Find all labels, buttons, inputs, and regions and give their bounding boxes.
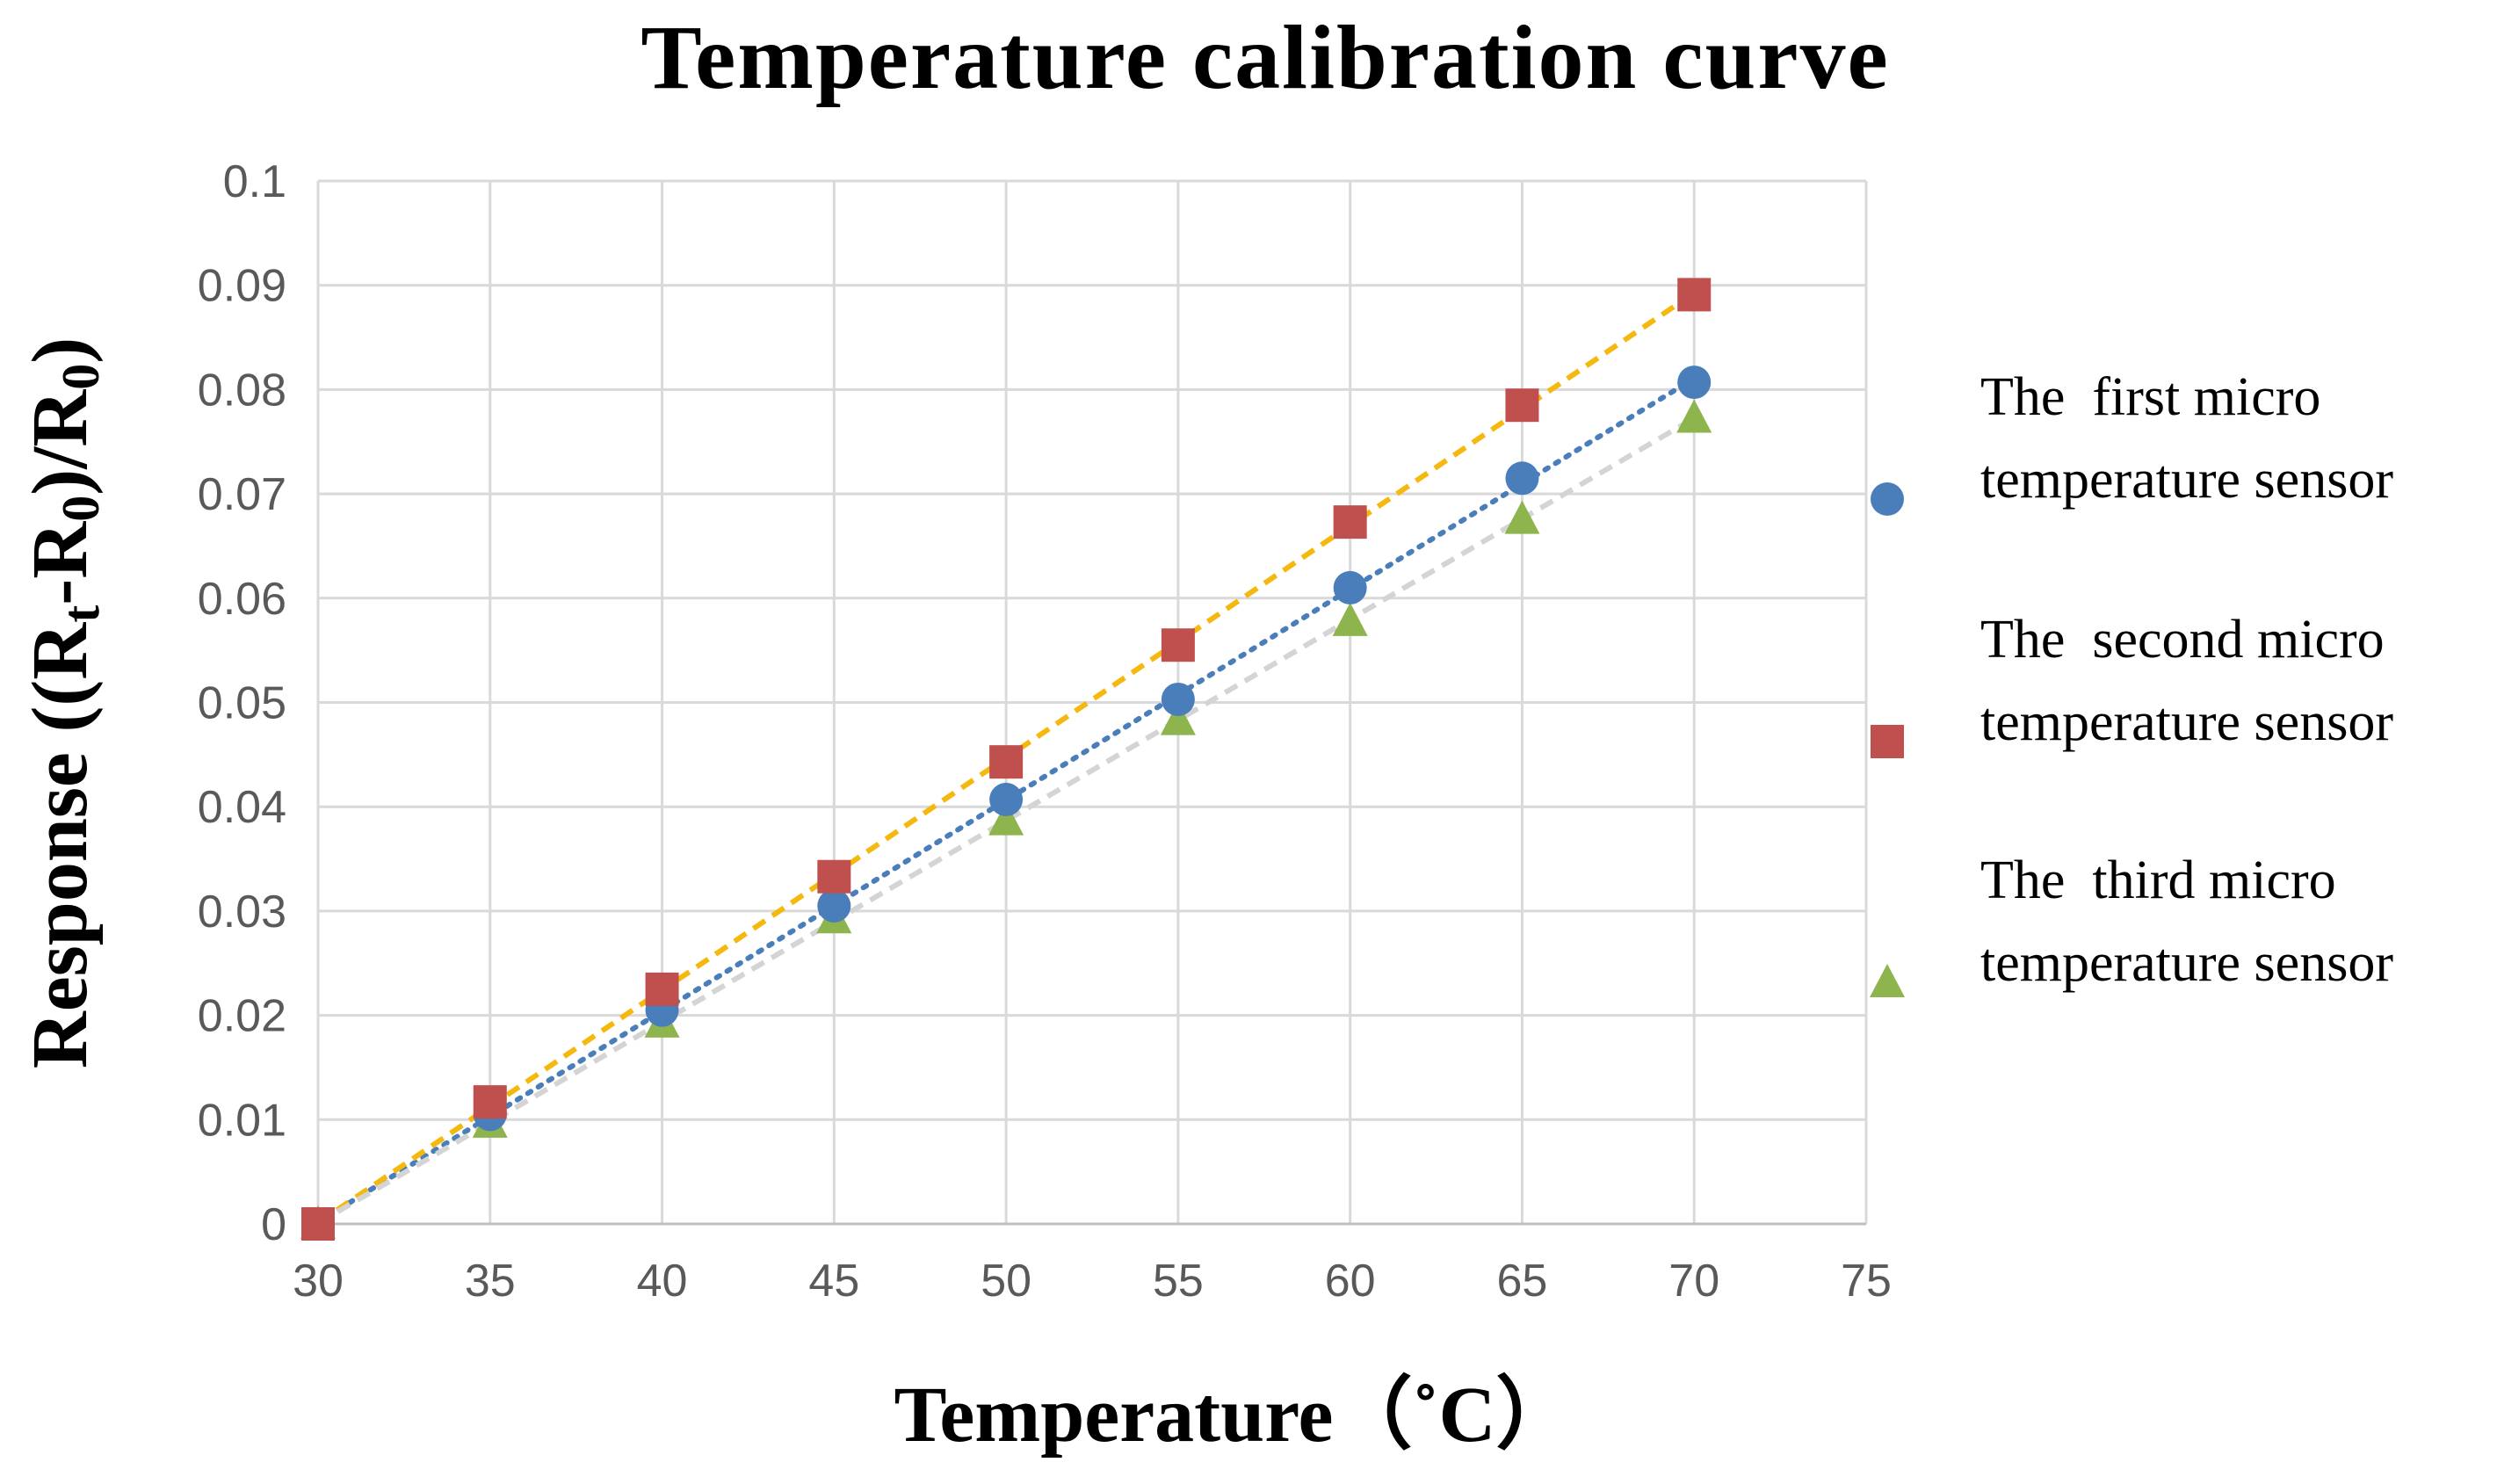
y-tick-label-1: 0.01 (198, 1095, 286, 1146)
point-series-2-40 (645, 972, 679, 1006)
y-tick-labels: 0 0.01 0.02 0.03 0.04 0.05 0.06 0.07 0.08 0.09 0.1 (198, 156, 286, 1250)
y-tick-label-5: 0.05 (198, 678, 286, 729)
y-axis-label-sub-0b: 0 (52, 364, 110, 390)
point-series-1-60 (1333, 570, 1367, 604)
y-tick-label-7: 0.07 (198, 469, 286, 520)
legend-label-series-3-line-1: The third micro (1980, 851, 2336, 910)
legend-label-series-2-line-2: temperature sensor (1980, 692, 2393, 752)
legend-label-series-1-line-2: temperature sensor (1980, 450, 2393, 510)
x-tick-label-5: 55 (1153, 1256, 1204, 1307)
point-series-3-55 (1160, 701, 1196, 735)
y-tick-label-3: 0.03 (198, 887, 286, 937)
y-tick-label-8: 0.08 (198, 365, 286, 416)
x-tick-label-3: 45 (808, 1256, 859, 1307)
y-axis-label: Response ((Rt-R0)/R0) (17, 337, 110, 1068)
y-axis-label-prefix: Response ((R (17, 622, 104, 1068)
legend: The first micro temperature sensor The sec… (1870, 367, 2393, 997)
point-series-3-65 (1504, 500, 1540, 534)
point-series-2-30 (301, 1207, 335, 1241)
y-tick-label-6: 0.06 (198, 574, 286, 625)
point-series-2-60 (1333, 505, 1367, 539)
y-axis-label-suffix: ) (17, 337, 104, 364)
y-tick-label-9: 0.09 (198, 261, 286, 312)
point-series-1-55 (1161, 682, 1195, 716)
y-axis-label-sub-t: t (52, 605, 110, 623)
point-series-2-70 (1677, 278, 1712, 312)
point-series-3-60 (1332, 602, 1368, 636)
x-tick-label-2: 40 (637, 1256, 688, 1307)
x-tick-label-0: 30 (293, 1256, 344, 1307)
point-series-1-50 (989, 782, 1024, 816)
y-tick-label-4: 0.04 (198, 782, 286, 833)
y-tick-label-2: 0.02 (198, 991, 286, 1042)
legend-label-series-3-line-2: temperature sensor (1980, 933, 2393, 993)
point-series-1-45 (817, 888, 851, 923)
point-series-2-55 (1161, 628, 1195, 662)
y-tick-label-0: 0 (261, 1199, 286, 1250)
point-series-2-50 (989, 745, 1024, 779)
legend-label-series-2-line-1: The second micro (1980, 610, 2385, 670)
legend-marker-series-1 (1871, 482, 1904, 516)
data-markers (300, 278, 1712, 1241)
point-series-2-35 (473, 1085, 507, 1119)
x-axis-label: Temperature（˚C） (894, 1372, 1575, 1459)
point-series-1-65 (1505, 461, 1539, 496)
x-tick-label-1: 35 (465, 1256, 516, 1307)
x-tick-label-6: 60 (1325, 1256, 1376, 1307)
x-tick-label-9: 75 (1841, 1256, 1892, 1307)
y-axis-label-sub-0a: 0 (52, 496, 110, 522)
point-series-2-65 (1505, 388, 1539, 423)
point-series-1-70 (1677, 366, 1712, 400)
point-series-2-45 (817, 859, 851, 894)
point-series-3-70 (1676, 399, 1712, 433)
x-tick-label-4: 50 (981, 1256, 1031, 1307)
chart-title: Temperature calibration curve (641, 7, 1889, 108)
y-axis-label-middle: -R (17, 521, 104, 605)
trendline-series-1 (315, 375, 1697, 1225)
x-tick-label-7: 65 (1497, 1256, 1548, 1307)
y-tick-label-10: 0.1 (223, 156, 286, 207)
point-series-3-50 (988, 801, 1024, 836)
legend-label-series-1-line-1: The first micro (1980, 367, 2320, 427)
trendline-series-3 (316, 416, 1696, 1226)
legend-marker-series-2 (1871, 725, 1904, 758)
y-axis-label-mid2: )/R (17, 389, 104, 496)
grid (316, 179, 1868, 1226)
x-tick-labels: 30 35 40 45 50 55 60 65 70 75 (293, 1256, 1892, 1307)
legend-marker-series-3 (1870, 964, 1905, 997)
x-tick-label-8: 70 (1668, 1256, 1719, 1307)
